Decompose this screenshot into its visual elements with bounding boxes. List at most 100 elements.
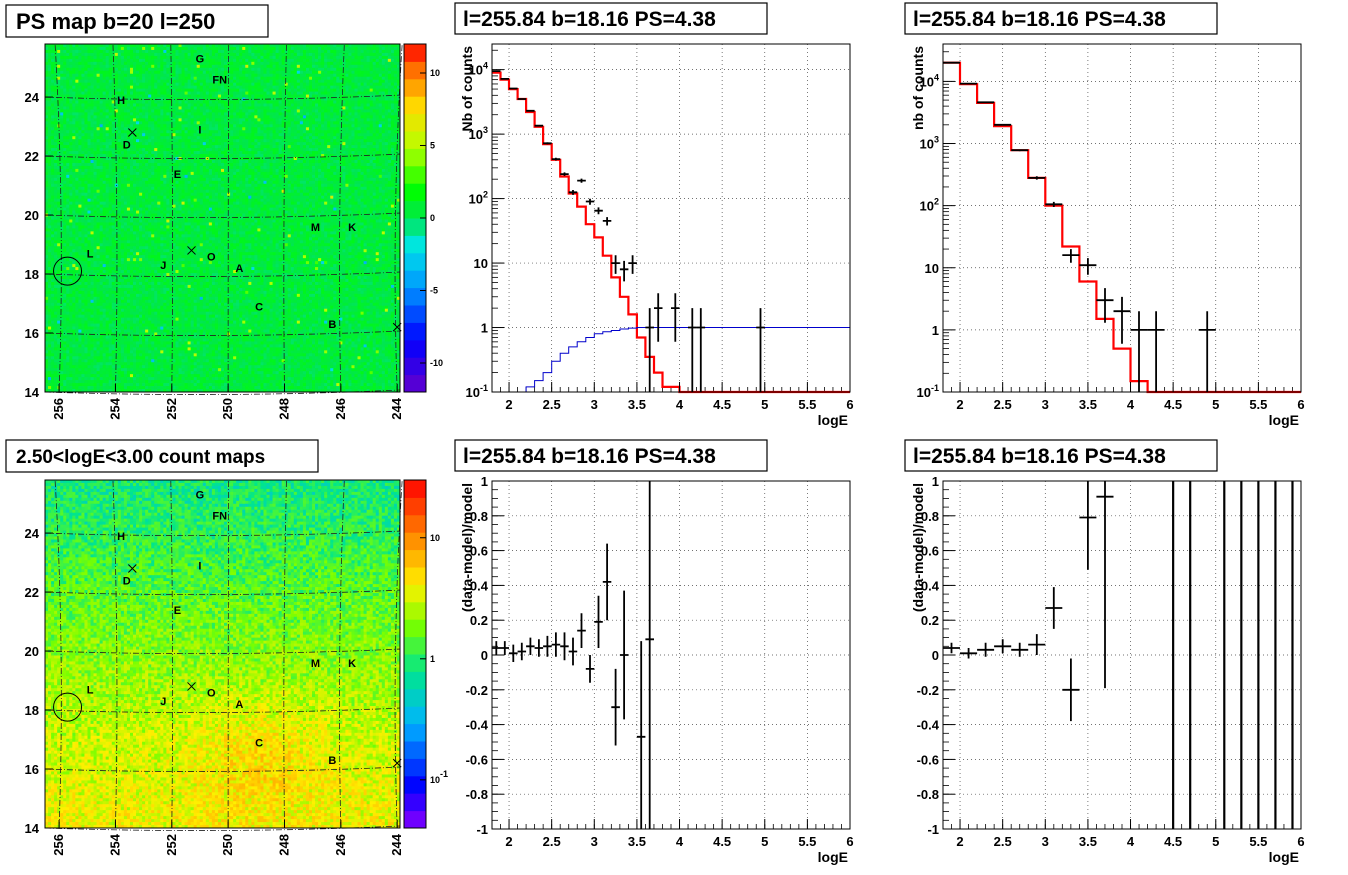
heatmap-cell bbox=[233, 163, 236, 166]
heatmap-cell bbox=[251, 142, 254, 145]
heatmap-cell bbox=[127, 77, 130, 80]
heatmap-cell bbox=[273, 163, 276, 166]
heatmap-cell bbox=[260, 169, 263, 172]
heatmap-cell bbox=[391, 133, 394, 136]
heatmap-cell bbox=[175, 47, 178, 50]
heatmap-cell bbox=[236, 77, 239, 80]
heatmap-cell bbox=[188, 68, 191, 71]
heatmap-cell bbox=[385, 68, 388, 71]
heatmap-cell bbox=[100, 127, 103, 130]
heatmap-cell bbox=[336, 139, 339, 142]
heatmap-cell bbox=[112, 127, 115, 130]
heatmap-cell bbox=[373, 124, 376, 127]
heatmap-cell bbox=[142, 95, 145, 98]
heatmap-cell bbox=[315, 80, 318, 83]
heatmap-cell bbox=[370, 77, 373, 80]
heatmap-cell bbox=[66, 47, 69, 50]
heatmap-cell bbox=[330, 59, 333, 62]
heatmap-cell bbox=[200, 160, 203, 163]
heatmap-cell bbox=[57, 142, 60, 145]
heatmap-cell bbox=[200, 106, 203, 109]
heatmap-cell bbox=[145, 127, 148, 130]
heatmap-cell bbox=[351, 68, 354, 71]
heatmap-cell bbox=[260, 71, 263, 74]
heatmap-cell bbox=[388, 130, 391, 133]
heatmap-cell bbox=[151, 115, 154, 118]
heatmap-cell bbox=[367, 77, 370, 80]
heatmap-cell bbox=[309, 103, 312, 106]
heatmap-cell bbox=[267, 118, 270, 121]
heatmap-cell bbox=[163, 163, 166, 166]
heatmap-cell bbox=[97, 50, 100, 53]
heatmap-cell bbox=[391, 109, 394, 112]
heatmap-cell bbox=[333, 127, 336, 130]
heatmap-cell bbox=[327, 139, 330, 142]
heatmap-cell bbox=[273, 121, 276, 124]
heatmap-cell bbox=[321, 127, 324, 130]
heatmap-cell bbox=[294, 59, 297, 62]
heatmap-cell bbox=[130, 151, 133, 154]
heatmap-cell bbox=[81, 53, 84, 56]
heatmap-cell bbox=[345, 50, 348, 53]
heatmap-cell bbox=[203, 142, 206, 145]
heatmap-cell bbox=[139, 115, 142, 118]
heatmap-cell bbox=[242, 136, 245, 139]
heatmap-cell bbox=[145, 80, 148, 83]
heatmap-cell bbox=[97, 112, 100, 115]
heatmap-cell bbox=[245, 130, 248, 133]
heatmap-cell bbox=[306, 121, 309, 124]
heatmap-cell bbox=[321, 145, 324, 148]
heatmap-cell bbox=[124, 68, 127, 71]
heatmap-cell bbox=[254, 95, 257, 98]
heatmap-cell bbox=[203, 89, 206, 92]
heatmap-cell bbox=[169, 118, 172, 121]
heatmap-cell bbox=[112, 160, 115, 163]
heatmap-cell bbox=[230, 74, 233, 77]
heatmap-cell bbox=[127, 103, 130, 106]
heatmap-cell bbox=[276, 47, 279, 50]
heatmap-cell bbox=[160, 139, 163, 142]
heatmap-cell bbox=[294, 124, 297, 127]
heatmap-cell bbox=[115, 65, 118, 68]
heatmap-cell bbox=[309, 133, 312, 136]
heatmap-cell bbox=[309, 89, 312, 92]
heatmap-cell bbox=[288, 95, 291, 98]
heatmap-cell bbox=[84, 139, 87, 142]
heatmap-cell bbox=[251, 130, 254, 133]
heatmap-cell bbox=[136, 83, 139, 86]
heatmap-cell bbox=[72, 56, 75, 59]
heatmap-cell bbox=[267, 53, 270, 56]
heatmap-cell bbox=[373, 56, 376, 59]
heatmap-cell bbox=[45, 115, 48, 118]
heatmap-cell bbox=[309, 112, 312, 115]
heatmap-cell bbox=[157, 101, 160, 104]
heatmap-cell bbox=[218, 109, 221, 112]
heatmap-cell bbox=[133, 74, 136, 77]
heatmap-cell bbox=[66, 53, 69, 56]
heatmap-cell bbox=[179, 62, 182, 65]
heatmap-cell bbox=[172, 71, 175, 74]
heatmap-cell bbox=[139, 47, 142, 50]
heatmap-cell bbox=[336, 103, 339, 106]
heatmap-cell bbox=[175, 145, 178, 148]
heatmap-cell bbox=[188, 86, 191, 89]
heatmap-cell bbox=[300, 127, 303, 130]
heatmap-cell bbox=[351, 112, 354, 115]
heatmap-cell bbox=[78, 124, 81, 127]
heatmap-cell bbox=[133, 92, 136, 95]
heatmap-cell bbox=[276, 50, 279, 53]
heatmap-cell bbox=[100, 148, 103, 151]
heatmap-cell bbox=[182, 169, 185, 172]
heatmap-cell bbox=[142, 142, 145, 145]
heatmap-cell bbox=[51, 160, 54, 163]
heatmap-cell bbox=[200, 115, 203, 118]
heatmap-cell bbox=[288, 44, 291, 47]
heatmap-cell bbox=[288, 163, 291, 166]
heatmap-cell bbox=[133, 109, 136, 112]
heatmap-cell bbox=[51, 98, 54, 101]
heatmap-cell bbox=[358, 92, 361, 95]
heatmap-cell bbox=[106, 89, 109, 92]
heatmap-cell bbox=[69, 142, 72, 145]
heatmap-cell bbox=[339, 71, 342, 74]
heatmap-cell bbox=[306, 47, 309, 50]
